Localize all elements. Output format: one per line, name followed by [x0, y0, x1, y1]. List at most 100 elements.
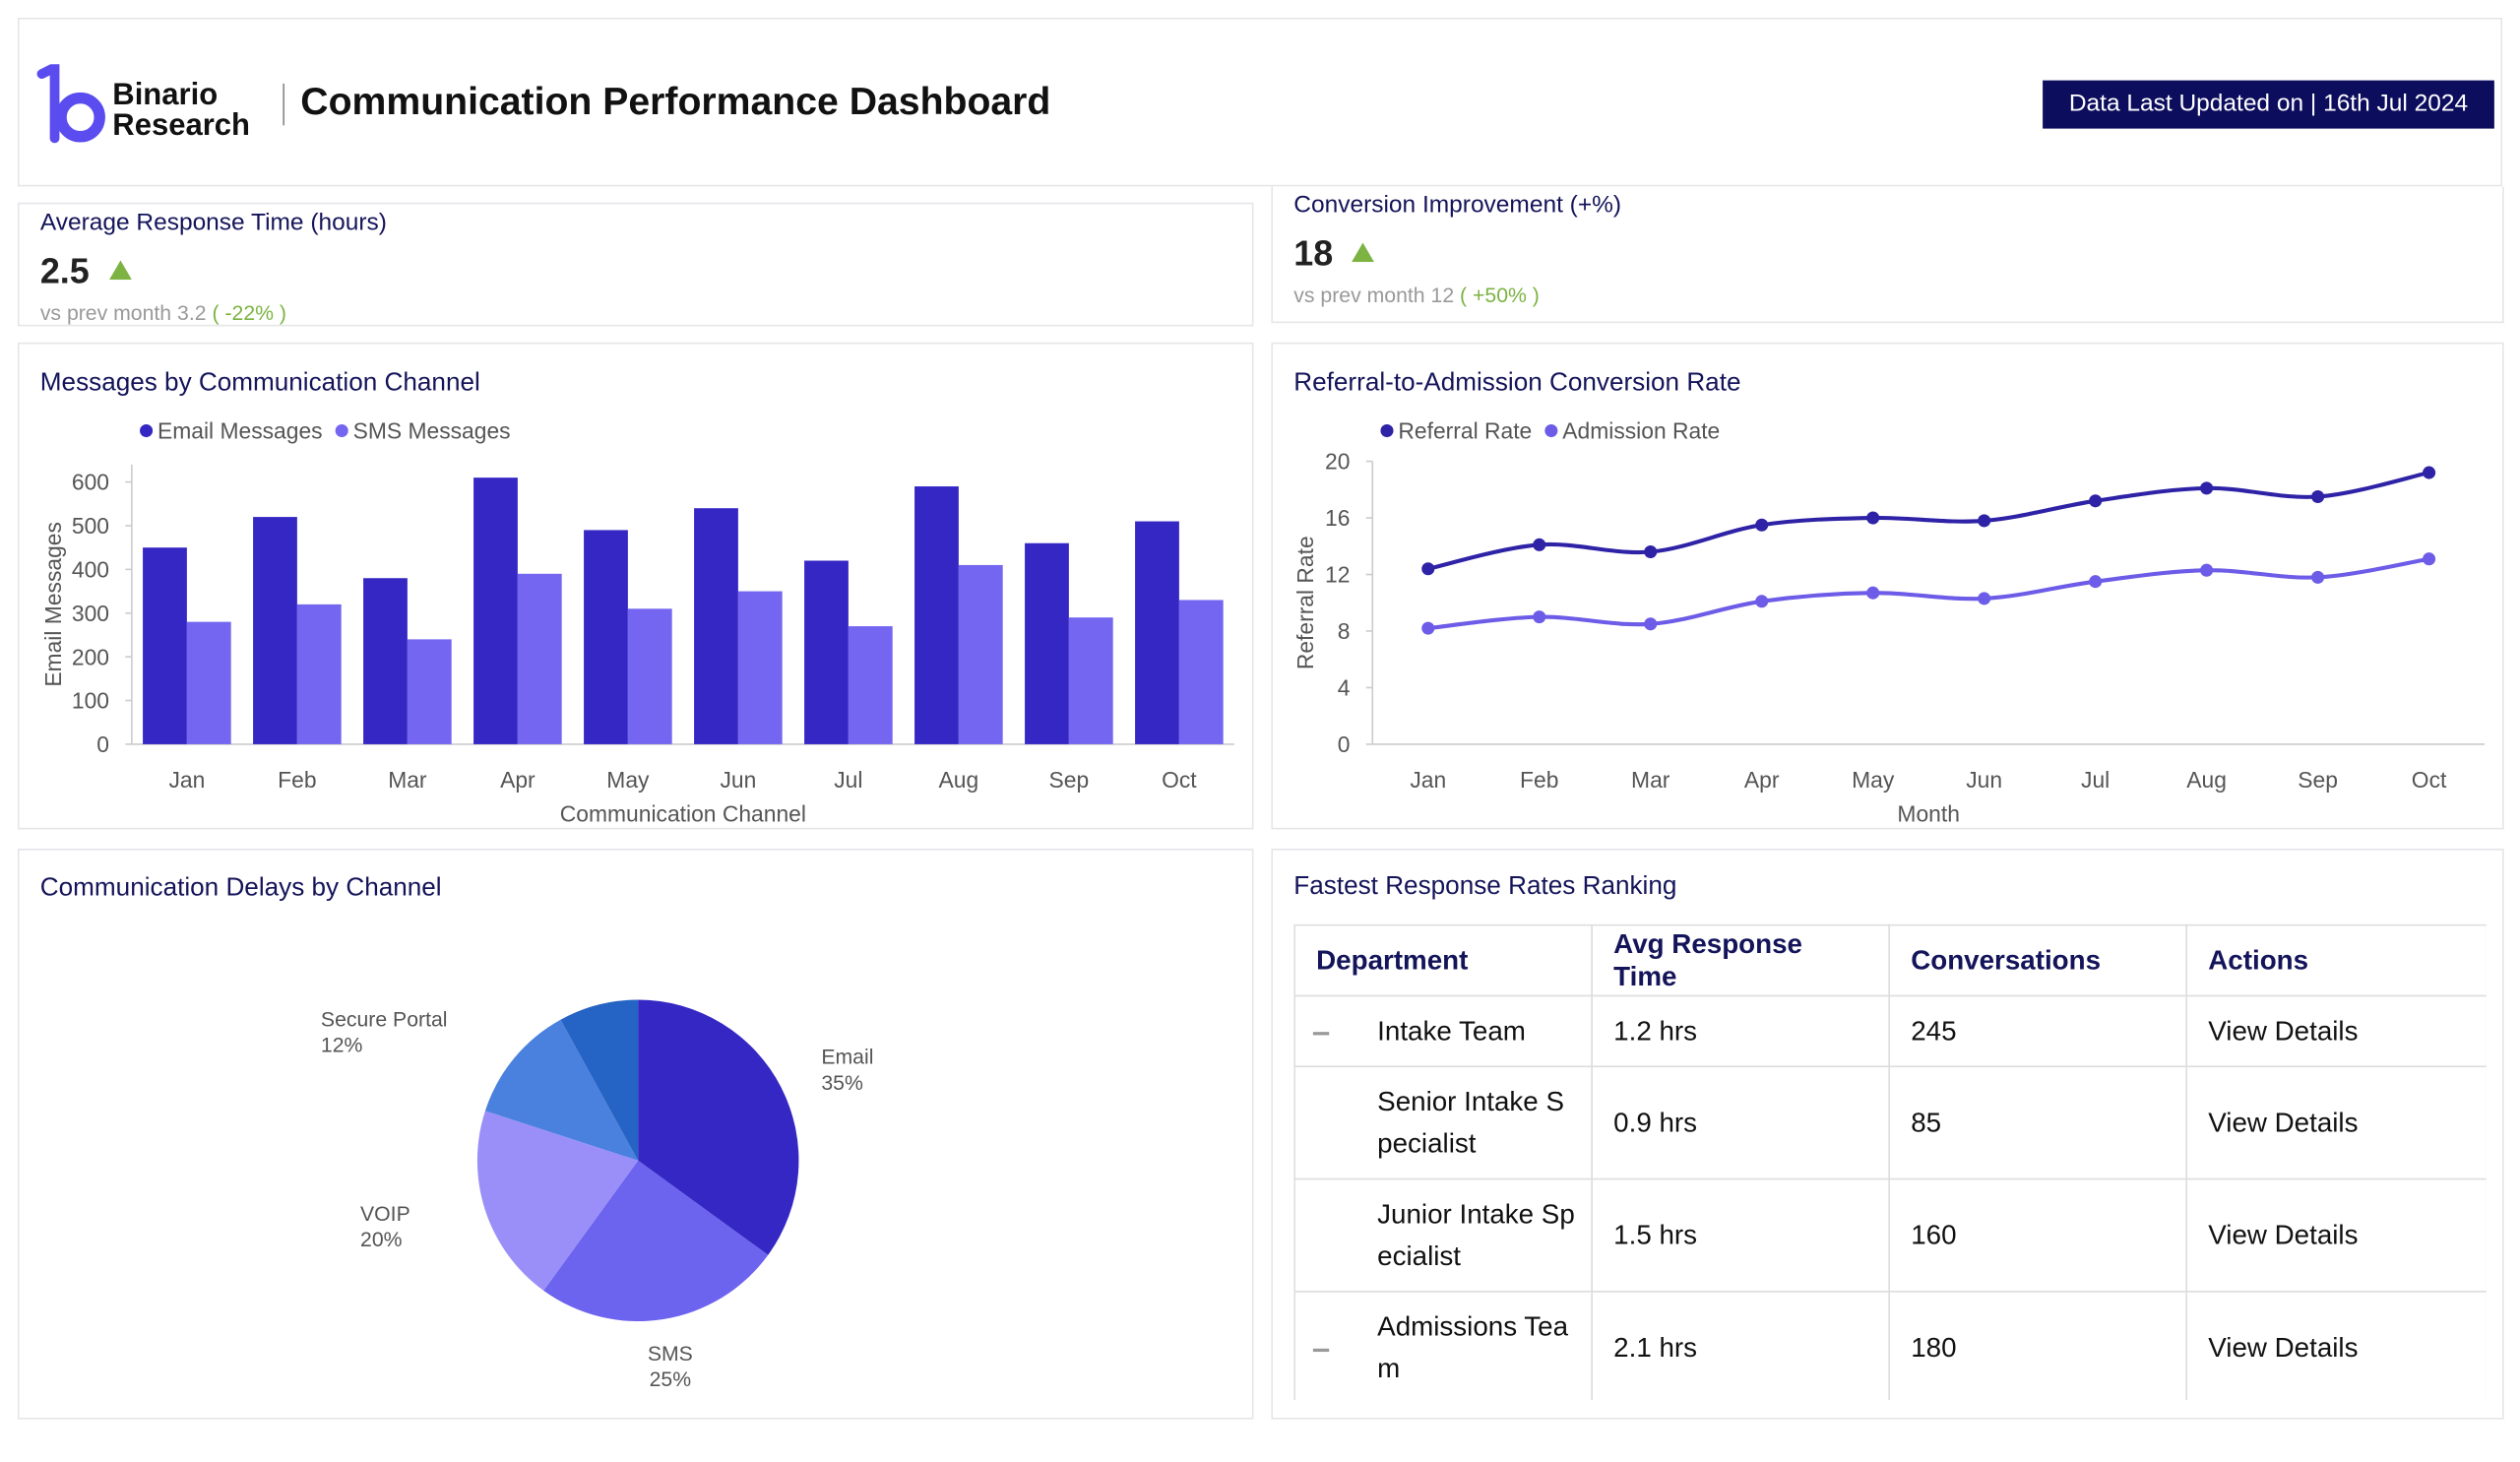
- logo-bottom: Research: [112, 109, 250, 144]
- pie-slice: [638, 999, 799, 1255]
- slice-label: SMS: [648, 1343, 693, 1366]
- y-tick-label: 12: [1325, 562, 1350, 588]
- x-tick-label: Apr: [1744, 767, 1780, 793]
- line-point: [1978, 592, 1991, 605]
- previous-value: 12: [1430, 283, 1455, 307]
- y-tick-label: 400: [72, 557, 109, 583]
- line-point: [1866, 511, 1880, 525]
- y-tick-label: 20: [1325, 449, 1350, 475]
- column-header: Conversations: [1888, 923, 2188, 997]
- table-row: Junior Intake Specialist 1.5 hrs 160 View D…: [1293, 1177, 2487, 1293]
- x-tick-label: Sep: [2298, 767, 2338, 793]
- pie-slice: [484, 1019, 639, 1161]
- chart-title: Communication Delays by Channel: [40, 871, 442, 901]
- trend-up-icon: [109, 260, 132, 281]
- collapse-toggle[interactable]: [1312, 1347, 1330, 1352]
- line-point: [1755, 595, 1769, 608]
- line-point: [1533, 610, 1546, 624]
- action-cell[interactable]: View Details: [2185, 1291, 2487, 1401]
- line-point: [2089, 575, 2103, 589]
- department-cell: Intake Team: [1293, 994, 1593, 1068]
- x-tick-label: Jan: [1410, 767, 1446, 793]
- legend-marker: [1544, 424, 1558, 438]
- legend-label: Email Messages: [158, 418, 323, 444]
- x-tick-label: May: [606, 767, 650, 793]
- line-chart: Referral-to-Admission Conversion Rate 0 4 8…: [1292, 367, 2486, 826]
- legend-marker: [1380, 424, 1394, 438]
- table-cell: 0.9 hrs: [1591, 1065, 1891, 1180]
- collapse-toggle[interactable]: [1312, 1031, 1330, 1035]
- slice-label: VOIP: [360, 1203, 410, 1226]
- line-point: [2423, 466, 2436, 479]
- comparison-label: vs prev month: [1293, 283, 1425, 307]
- table-row: Intake Team 1.2 hrs 245 View Details: [1293, 994, 2487, 1068]
- kpi-value: 2.5: [39, 250, 90, 291]
- change-value: ( -22% ): [212, 300, 286, 325]
- x-tick-label: Apr: [500, 767, 536, 793]
- chart-title: Referral-to-Admission Conversion Rate: [1293, 367, 1740, 397]
- line-point: [1421, 621, 1435, 635]
- legend-marker: [335, 424, 348, 438]
- pie-slice: [543, 1160, 769, 1322]
- x-tick-label: Aug: [939, 767, 979, 793]
- x-tick-label: Mar: [1631, 767, 1670, 793]
- bar: [848, 626, 893, 744]
- bar: [804, 560, 849, 744]
- bar: [253, 517, 297, 744]
- slice-value-label: 25%: [650, 1368, 692, 1391]
- chart-panel: Communication Delays by Channel Email 35% S…: [17, 849, 1254, 1420]
- bar: [296, 604, 342, 744]
- kpi-comparison: vs prev month 3.2 ( -22% ): [40, 300, 286, 324]
- table-header-row: Department Avg Response Time Conversations…: [1293, 923, 2487, 997]
- bar: [517, 573, 562, 744]
- bar: [627, 608, 672, 744]
- slice-label: Secure Portal: [321, 1008, 448, 1031]
- x-tick-label: Aug: [2186, 767, 2227, 793]
- action-cell[interactable]: View Details: [2185, 1177, 2487, 1293]
- action-cell[interactable]: View Details: [2185, 994, 2487, 1068]
- line-point: [1644, 617, 1658, 631]
- bar: [914, 486, 959, 744]
- bar: [143, 547, 187, 744]
- trend-up-icon: [1352, 242, 1374, 263]
- legend-label: SMS Messages: [353, 418, 511, 444]
- x-tick-label: Jul: [2081, 767, 2110, 793]
- column-header: Actions: [2185, 923, 2487, 997]
- line-point: [2423, 552, 2436, 566]
- comparison-label: vs prev month: [39, 300, 172, 325]
- bar: [737, 591, 783, 744]
- table-cell: 245: [1888, 994, 2188, 1068]
- table-cell: 85: [1888, 1065, 2188, 1180]
- kpi-comparison: vs prev month 12 ( +50% ): [1293, 283, 1540, 306]
- ranking-table: Department Avg Response Time Conversations…: [1293, 923, 2487, 1401]
- y-axis-label: Email Messages: [40, 522, 66, 687]
- previous-value: 3.2: [177, 300, 207, 325]
- pie-chart: Communication Delays by Channel Email 35% S…: [40, 871, 874, 1391]
- bar: [407, 639, 452, 744]
- y-tick-label: 0: [96, 731, 109, 757]
- x-axis-label: Communication Channel: [560, 800, 806, 826]
- kpi-card: Average Response Time (hours) 2.5 vs prev …: [17, 202, 1254, 327]
- y-tick-label: 100: [72, 688, 109, 714]
- slice-value-label: 20%: [360, 1229, 403, 1251]
- y-tick-label: 600: [72, 470, 109, 495]
- line-point: [1533, 538, 1546, 551]
- x-tick-label: Feb: [278, 767, 316, 793]
- bar: [584, 530, 628, 744]
- bar: [1025, 542, 1069, 744]
- table-cell: 180: [1888, 1291, 2188, 1401]
- action-cell[interactable]: View Details: [2185, 1065, 2487, 1180]
- y-tick-label: 0: [1338, 731, 1351, 757]
- y-tick-label: 8: [1338, 618, 1351, 644]
- logo-icon: [36, 64, 105, 144]
- x-tick-label: Oct: [1162, 767, 1197, 793]
- bar-chart: Messages by Communication Channel 0 100 200…: [40, 367, 1234, 826]
- kpi-title: Average Response Time (hours): [39, 209, 387, 237]
- y-axis-label: Referral Rate: [1292, 536, 1318, 669]
- x-tick-label: Jun: [720, 767, 756, 793]
- kpi-card: Conversion Improvement (+%) 18 vs prev mon…: [1271, 186, 2504, 324]
- dashboard-title: Communication Performance Dashboard: [300, 80, 1051, 124]
- slice-value-label: 35%: [821, 1072, 863, 1095]
